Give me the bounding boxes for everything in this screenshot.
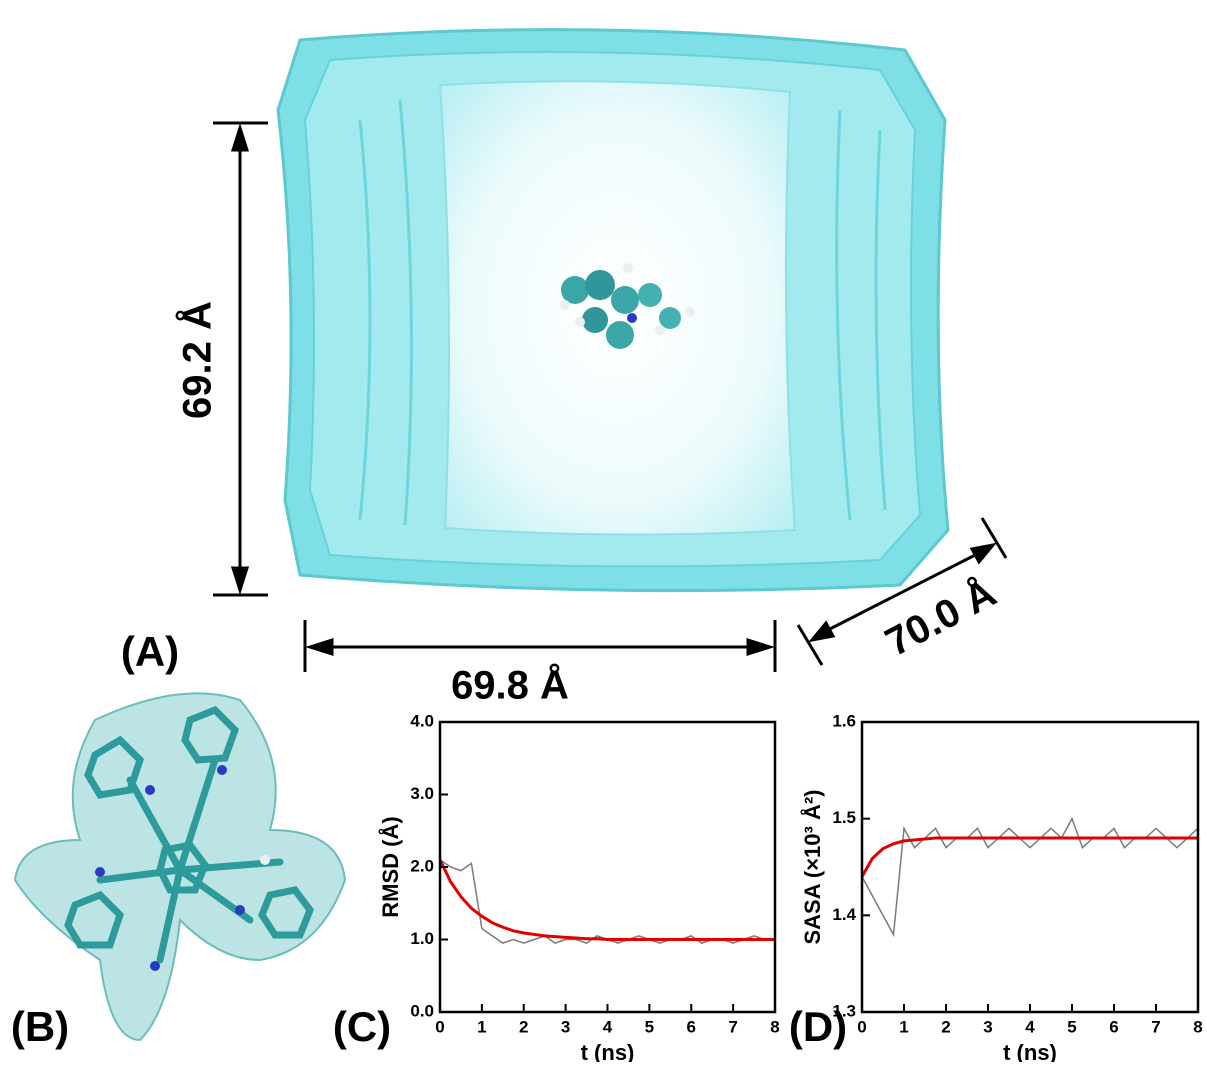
y-tick-label: 0.0 (410, 1001, 434, 1020)
y-axis-label: SASA (×10³ Å²) (799, 789, 825, 944)
x-tick-label: 2 (941, 1017, 950, 1036)
series-line (438, 859, 775, 941)
x-tick-label: 3 (561, 1017, 570, 1036)
y-tick-label: 1.4 (832, 905, 856, 924)
solute-molecule (560, 263, 695, 349)
x-tick-label: 1 (899, 1017, 908, 1036)
dimension-label: 69.2 Å (175, 301, 220, 419)
y-tick-label: 1.3 (832, 1001, 856, 1020)
panel-label: (A) (121, 628, 179, 675)
plot-frame (860, 720, 1200, 1014)
plot-frame (438, 720, 777, 1014)
x-tick-label: 3 (983, 1017, 992, 1036)
x-axis-label: t (ns) (581, 1040, 635, 1062)
panel-label: (B) (11, 1003, 69, 1050)
dimension-label: 69.8 Å (451, 663, 569, 708)
y-tick-label: 1.5 (832, 808, 856, 827)
x-tick-label: 0 (857, 1017, 866, 1036)
y-tick-label: 1.6 (832, 711, 856, 730)
x-tick-label: 8 (1193, 1017, 1202, 1036)
x-tick-label: 4 (1025, 1017, 1035, 1036)
dimension-arrows (213, 121, 1008, 672)
y-tick-label: 4.0 (410, 711, 434, 730)
y-tick-label: 3.0 (410, 784, 434, 803)
x-tick-label: 8 (770, 1017, 779, 1036)
x-tick-label: 5 (1067, 1017, 1076, 1036)
x-tick-label: 6 (687, 1017, 696, 1036)
x-tick-label: 7 (1151, 1017, 1160, 1036)
x-tick-label: 1 (477, 1017, 486, 1036)
y-axis-label: RMSD (Å) (377, 816, 403, 917)
panel-label: (D) (789, 1003, 847, 1050)
x-tick-label: 7 (728, 1017, 737, 1036)
x-axis-label: t (ns) (1003, 1040, 1057, 1062)
x-tick-label: 6 (1109, 1017, 1118, 1036)
y-tick-label: 2.0 (410, 856, 434, 875)
x-tick-label: 5 (645, 1017, 654, 1036)
series-line (860, 836, 1198, 878)
y-tick-label: 1.0 (410, 929, 434, 948)
water-box (276, 28, 950, 593)
x-tick-label: 4 (603, 1017, 613, 1036)
panel-label: (C) (333, 1003, 391, 1050)
molecule-b (13, 692, 347, 1042)
x-tick-label: 2 (519, 1017, 528, 1036)
series-line (861, 816, 1199, 938)
series-line (439, 859, 775, 944)
x-tick-label: 0 (435, 1017, 444, 1036)
